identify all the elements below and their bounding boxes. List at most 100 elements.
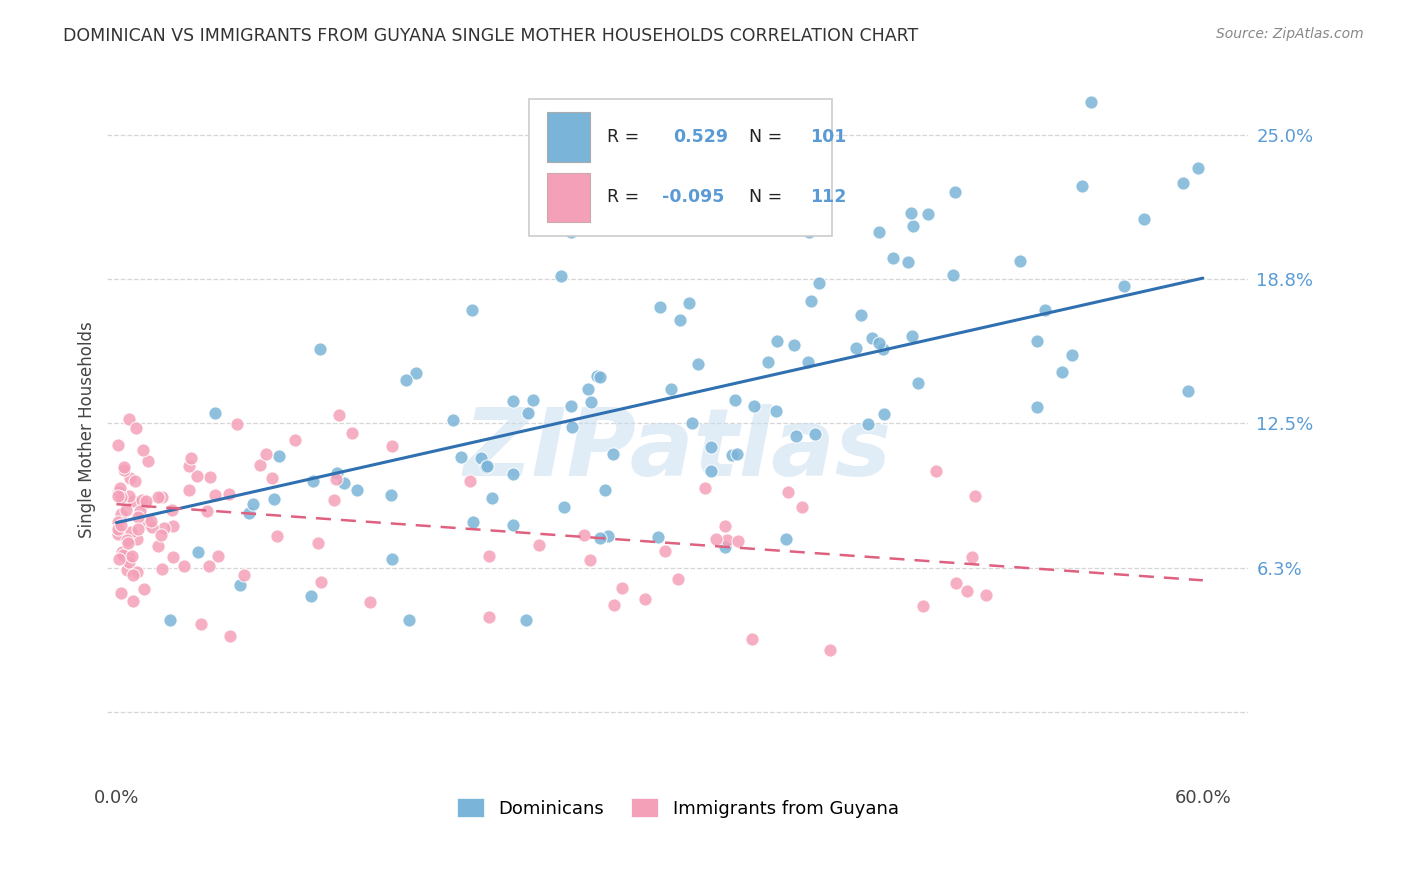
Point <box>333 476 356 491</box>
Point <box>115 503 138 517</box>
Point <box>121 549 143 564</box>
Point <box>127 509 149 524</box>
Point <box>785 429 807 443</box>
Point <box>527 538 550 552</box>
Point <box>897 255 920 269</box>
Point <box>695 481 717 495</box>
Point <box>136 516 159 530</box>
Point <box>117 536 139 550</box>
Point <box>111 545 134 559</box>
Point <box>1177 384 1199 398</box>
Point <box>572 528 595 542</box>
Point <box>912 599 935 614</box>
Text: N =: N = <box>738 128 787 146</box>
Point <box>1187 161 1209 175</box>
Point <box>380 488 402 502</box>
Point <box>725 447 748 461</box>
Point <box>502 467 524 481</box>
Point <box>162 550 184 565</box>
Point <box>207 549 229 563</box>
Point <box>868 225 890 239</box>
Point <box>589 369 612 384</box>
Point <box>720 448 742 462</box>
Point <box>110 517 132 532</box>
Point <box>765 404 787 418</box>
Text: R =: R = <box>607 128 650 146</box>
Text: Source: ZipAtlas.com: Source: ZipAtlas.com <box>1216 27 1364 41</box>
Point <box>162 503 184 517</box>
Bar <box>547 112 591 161</box>
Point <box>153 521 176 535</box>
Point <box>800 294 823 309</box>
Point <box>778 485 800 500</box>
Point <box>1133 212 1156 227</box>
Text: ZIPatlas: ZIPatlas <box>464 404 891 496</box>
Y-axis label: Single Mother Households: Single Mother Households <box>79 321 96 538</box>
Point <box>136 453 159 467</box>
Point <box>560 225 582 239</box>
Point <box>1171 176 1194 190</box>
Point <box>515 613 537 627</box>
Point <box>308 342 330 356</box>
Point <box>818 643 841 657</box>
Point <box>678 295 700 310</box>
Point <box>307 535 329 549</box>
Point <box>860 330 883 344</box>
Point <box>956 583 979 598</box>
Point <box>700 441 723 455</box>
Point <box>700 464 723 478</box>
Point <box>851 308 873 322</box>
Point <box>107 515 129 529</box>
Point <box>107 484 129 499</box>
Point <box>266 529 288 543</box>
Point <box>346 483 368 497</box>
Point <box>576 382 599 396</box>
Point <box>229 578 252 592</box>
Point <box>647 530 669 544</box>
Point <box>150 528 173 542</box>
Point <box>560 399 582 413</box>
Point <box>974 588 997 602</box>
Point <box>150 562 173 576</box>
Text: 112: 112 <box>810 188 846 206</box>
Point <box>107 489 129 503</box>
Point <box>666 572 689 586</box>
Point <box>634 592 657 607</box>
Point <box>907 376 929 390</box>
Point <box>107 438 129 452</box>
Point <box>118 550 141 565</box>
Point <box>260 471 283 485</box>
Point <box>325 473 347 487</box>
Point <box>284 433 307 447</box>
Point <box>108 481 131 495</box>
Point <box>727 534 749 549</box>
Point <box>198 469 221 483</box>
Point <box>901 328 924 343</box>
Point <box>481 491 503 505</box>
Point <box>146 491 169 505</box>
Point <box>187 545 209 559</box>
Point <box>381 552 404 566</box>
Point <box>195 504 218 518</box>
Point <box>173 559 195 574</box>
Point <box>118 489 141 503</box>
Point <box>766 334 789 348</box>
Point <box>134 582 156 597</box>
Point <box>797 225 820 239</box>
Point <box>461 515 484 529</box>
Point <box>475 459 498 474</box>
Point <box>477 459 499 474</box>
Point <box>177 459 200 474</box>
Point <box>186 468 208 483</box>
Point <box>309 575 332 590</box>
Point <box>162 519 184 533</box>
Point <box>450 450 472 464</box>
Text: DOMINICAN VS IMMIGRANTS FROM GUYANA SINGLE MOTHER HOUSEHOLDS CORRELATION CHART: DOMINICAN VS IMMIGRANTS FROM GUYANA SING… <box>63 27 918 45</box>
Text: 101: 101 <box>810 128 846 146</box>
Point <box>589 531 612 545</box>
Point <box>132 442 155 457</box>
Point <box>882 251 904 265</box>
Point <box>586 369 609 384</box>
Point <box>150 490 173 504</box>
Point <box>107 552 129 566</box>
